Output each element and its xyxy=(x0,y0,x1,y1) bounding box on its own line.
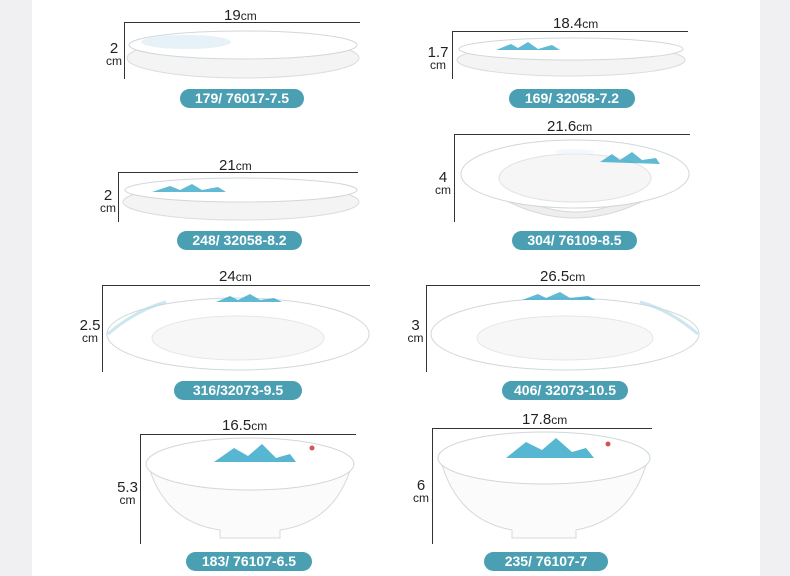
width-label: 21cm xyxy=(219,157,252,174)
plate-image xyxy=(126,30,360,79)
width-label: 17.8cm xyxy=(522,411,568,428)
width-label: 16.5cm xyxy=(222,417,268,434)
height-label: 2 cm xyxy=(106,40,122,68)
height-dimension-line xyxy=(124,22,125,79)
height-dimension-line xyxy=(432,428,433,544)
height-label: 6 cm xyxy=(413,477,429,505)
width-label: 21.6cm xyxy=(547,118,593,135)
width-dimension-line xyxy=(432,428,652,429)
product-code-badge: 179/ 76017-7.5 xyxy=(180,89,304,108)
height-dimension-line xyxy=(452,31,453,79)
width-dimension-line xyxy=(140,434,356,435)
width-dimension-line xyxy=(102,285,370,286)
height-label: 4 cm xyxy=(435,169,451,197)
bowl-image xyxy=(437,431,651,539)
product-code-badge: 316/32073-9.5 xyxy=(174,381,302,400)
product-code-badge: 248/ 32058-8.2 xyxy=(177,231,302,250)
wide-plate-image xyxy=(430,292,700,371)
height-dimension-line xyxy=(118,172,119,222)
width-label: 26.5cm xyxy=(540,268,586,285)
width-label: 18.4cm xyxy=(553,15,599,32)
height-dimension-line xyxy=(454,134,455,222)
product-code-badge: 304/ 76109-8.5 xyxy=(512,231,637,250)
product-code-badge: 183/ 76107-6.5 xyxy=(186,552,312,571)
width-label: 24cm xyxy=(219,268,252,285)
product-code-badge: 406/ 32073-10.5 xyxy=(502,381,628,400)
width-dimension-line xyxy=(118,172,358,173)
deep-plate-image xyxy=(460,139,690,219)
height-label: 2 cm xyxy=(100,187,116,215)
height-label: 1.7 cm xyxy=(427,44,449,72)
height-label: 2.5 cm xyxy=(79,317,101,345)
height-label: 3 cm xyxy=(407,317,424,345)
product-code-badge: 169/ 32058-7.2 xyxy=(509,89,635,108)
plate-image xyxy=(122,177,360,221)
height-label: 5.3 cm xyxy=(117,479,138,507)
height-dimension-line xyxy=(140,434,141,544)
height-dimension-line xyxy=(426,285,427,372)
height-dimension-line xyxy=(102,285,103,372)
width-label: 19cm xyxy=(224,7,257,24)
wide-plate-image xyxy=(106,294,370,371)
product-code-badge: 235/ 76107-7 xyxy=(484,552,608,571)
bowl-image xyxy=(145,437,355,539)
width-dimension-line xyxy=(124,22,360,23)
width-dimension-line xyxy=(452,31,688,32)
width-dimension-line xyxy=(454,134,690,135)
plate-image xyxy=(456,37,686,77)
width-dimension-line xyxy=(426,285,700,286)
